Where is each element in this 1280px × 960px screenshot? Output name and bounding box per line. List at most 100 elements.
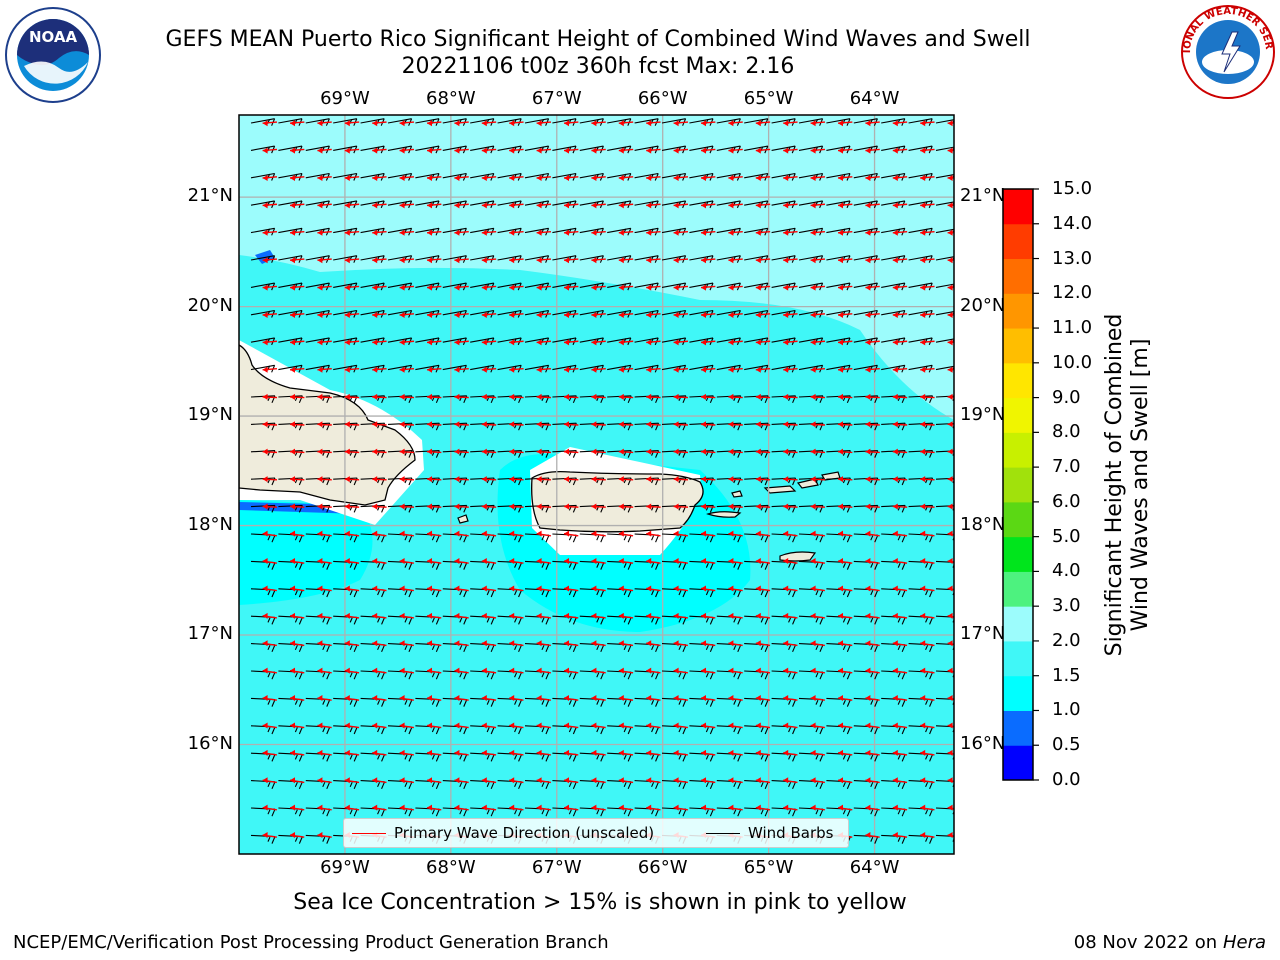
wave-arrow-13 [618,120,634,127]
generation-date: 08 Nov 2022 on Hera [1074,932,1266,953]
wave-arrow-569 [892,695,908,702]
wave-arrow-456 [646,585,661,592]
wave-arrow-585 [618,722,634,729]
wave-arrow-405 [673,530,688,537]
nws-logo: NATIONAL WEATHER SERVICE [1174,0,1278,102]
wave-arrow-11 [563,120,579,127]
wave-arrow-135 [399,257,415,264]
wave-arrow-394 [372,530,387,537]
wave-arrow-573 [289,722,305,729]
wave-arrow-352 [646,476,661,483]
wave-arrow-559 [618,695,634,702]
wave-arrow-514 [810,640,825,647]
wave-arrow-111 [454,229,469,236]
wave-arrow-599 [289,749,305,756]
wave-arrow-336 [920,448,935,455]
colorbar-tick-2: 1.0 [1052,699,1081,721]
wave-arrow-557 [563,695,579,702]
wave-arrow-141 [563,257,579,264]
wave-arrow-462 [810,585,825,592]
wave-arrow-398 [481,530,497,537]
wave-arrow-120 [700,229,716,236]
wave-arrow-98 [810,202,826,209]
wave-arrow-377 [618,503,634,510]
wave-arrow-565 [783,695,798,702]
wave-arrow-175 [783,284,798,291]
wave-arrow-562 [700,695,716,702]
wave-arrow-630 [426,777,442,784]
wave-arrow-291 [399,421,415,428]
colorbar-tick-1: 0.5 [1052,734,1081,756]
wave-arrow-468 [262,612,277,619]
wave-arrow-370 [426,503,442,510]
wave-arrow-386 [865,503,880,510]
wave-arrow-656 [426,804,442,811]
wave-arrow-578 [426,722,442,729]
wave-arrow-466 [920,585,935,592]
wave-arrow-112 [481,229,497,236]
wave-arrow-658 [481,804,497,811]
colorbar-label-line2: Wind Waves and Swell [m] [1128,338,1153,632]
wave-arrow-486 [755,612,771,619]
wave-arrow-524 [372,667,387,674]
wave-arrow-332 [810,448,826,455]
wave-arrow-130 [262,257,278,264]
wave-arrow-153 [892,257,908,264]
wave-arrow-551 [399,695,414,702]
wave-arrow-378 [646,503,661,510]
colorbar-segment-6 [1003,536,1033,572]
wave-arrow-590 [755,722,771,729]
wave-arrow-79 [289,202,305,209]
wave-arrow-678 [317,832,332,839]
wave-arrow-572 [262,722,277,729]
wave-arrow-211 [344,339,360,346]
wave-arrow-134 [372,257,387,264]
wave-arrow-261 [289,393,305,400]
wave-arrow-218 [536,339,552,346]
wave-arrow-35 [509,147,524,154]
wave-arrow-277 [728,393,743,400]
wave-arrow-151 [837,257,853,264]
legend-wave-label: Primary Wave Direction (unscaled) [394,824,655,842]
wave-arrow-236 [317,366,332,373]
wave-arrow-584 [591,722,606,729]
wave-arrow-307 [837,421,853,428]
wave-arrow-37 [563,147,579,154]
left-lat-tick-0: 21°N [187,185,233,207]
wave-arrow-669 [783,804,798,811]
wave-arrow-217 [509,339,524,346]
wave-arrow-24 [920,120,935,127]
wave-arrow-563 [728,695,743,702]
wave-arrow-36 [536,147,552,154]
wave-arrow-668 [755,804,771,811]
wave-arrow-539 [783,667,798,674]
wave-arrow-26 [262,147,278,154]
wave-arrow-638 [646,777,661,784]
wave-arrow-7 [454,120,469,127]
colorbar-tick-15: 13.0 [1052,247,1093,269]
wave-arrow-614 [700,749,716,756]
noaa-logo-text: NOAA [29,28,78,46]
wave-arrow-133 [344,257,360,264]
wave-arrow-168 [591,284,606,291]
wave-arrow-592 [810,722,825,729]
wave-arrow-46 [810,147,826,154]
wave-arrow-109 [399,229,415,236]
wave-arrow-415 [947,530,954,537]
wave-arrow-438 [865,558,880,565]
wave-arrow-469 [289,612,305,619]
chart-title: GEFS MEAN Puerto Rico Significant Height… [165,27,1031,52]
wave-arrow-2 [317,120,332,127]
wave-arrow-74 [865,174,880,181]
wave-arrow-545 [947,667,954,674]
wave-arrow-6 [426,120,442,127]
wave-arrow-671 [837,804,853,811]
wave-arrow-390 [262,530,277,537]
wave-arrow-535 [673,667,688,674]
wave-arrow-33 [454,147,469,154]
bottom-lon-tick-4: 65°W [743,857,794,878]
wave-arrow-529 [509,667,524,674]
wave-arrow-53 [289,174,305,181]
date-text: 08 Nov 2022 on [1073,932,1218,953]
wave-arrow-234 [262,366,278,373]
